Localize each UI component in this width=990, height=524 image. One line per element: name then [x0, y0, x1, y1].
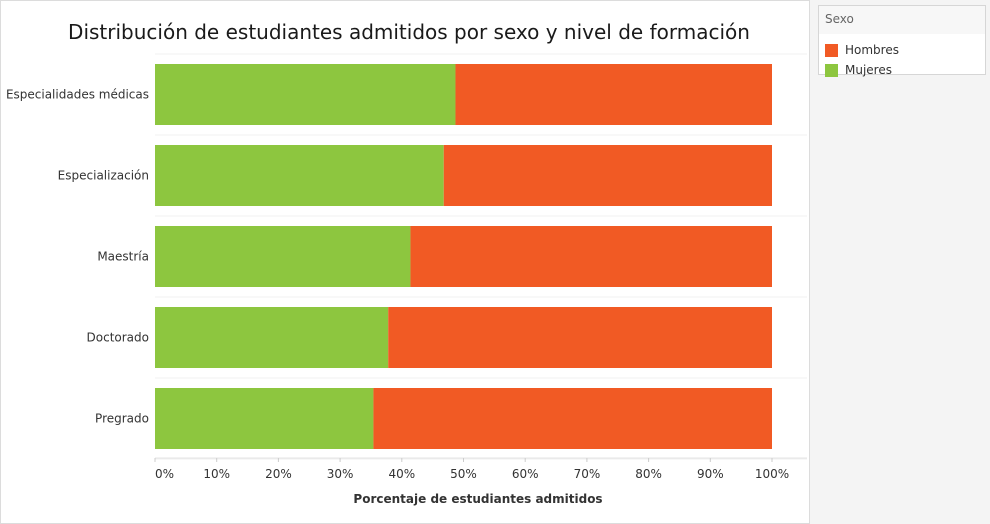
bars: [155, 64, 772, 449]
bar-mujeres-2[interactable]: [155, 226, 411, 287]
x-tick-label: 10%: [203, 467, 230, 481]
category-label: Pregrado: [95, 412, 149, 426]
category-label: Doctorado: [87, 331, 149, 345]
chart-panel: Distribución de estudiantes admitidos po…: [0, 0, 810, 524]
x-tick-label: 30%: [327, 467, 354, 481]
category-labels: Especialidades médicas Especialización Mae…: [6, 88, 149, 426]
bar-hombres-2[interactable]: [410, 226, 772, 287]
category-label: Especialidades médicas: [6, 88, 149, 102]
legend-label-hombres: Hombres: [845, 43, 899, 57]
bar-mujeres-0[interactable]: [155, 64, 456, 125]
x-axis-ticks: 0% 10% 20% 30% 40% 50% 60% 70% 80% 90% 100%: [154, 458, 789, 481]
x-tick-label: 0%: [155, 467, 174, 481]
legend-label-mujeres: Mujeres: [845, 63, 892, 77]
bar-hombres-3[interactable]: [388, 307, 772, 368]
legend: Sexo Hombres Mujeres: [818, 5, 986, 78]
chart-title: Distribución de estudiantes admitidos po…: [68, 20, 750, 44]
bar-mujeres-3[interactable]: [155, 307, 389, 368]
x-tick-label: 70%: [574, 467, 601, 481]
bar-mujeres-1[interactable]: [155, 145, 444, 206]
legend-swatch-mujeres: [825, 63, 838, 77]
category-label: Maestría: [97, 250, 149, 264]
bar-hombres-1[interactable]: [443, 145, 772, 206]
bar-mujeres-4[interactable]: [155, 388, 374, 449]
bar-chart: Distribución de estudiantes admitidos po…: [6, 20, 807, 506]
legend-title: Sexo: [825, 12, 854, 26]
x-tick-label: 100%: [755, 467, 789, 481]
x-tick-label: 50%: [450, 467, 477, 481]
category-label: Especialización: [58, 169, 149, 183]
x-tick-label: 40%: [388, 467, 415, 481]
x-axis-label: Porcentaje de estudiantes admitidos: [353, 492, 602, 506]
legend-item-hombres[interactable]: Hombres: [825, 42, 899, 58]
legend-header: [819, 6, 985, 34]
grid-lines: [155, 53, 807, 460]
legend-swatch-hombres: [825, 43, 838, 57]
x-tick-label: 90%: [697, 467, 724, 481]
x-tick-label: 20%: [265, 467, 292, 481]
x-tick-label: 60%: [512, 467, 539, 481]
legend-item-mujeres[interactable]: Mujeres: [825, 62, 892, 78]
bar-hombres-0[interactable]: [455, 64, 772, 125]
x-tick-label: 80%: [635, 467, 662, 481]
bar-hombres-4[interactable]: [373, 388, 772, 449]
